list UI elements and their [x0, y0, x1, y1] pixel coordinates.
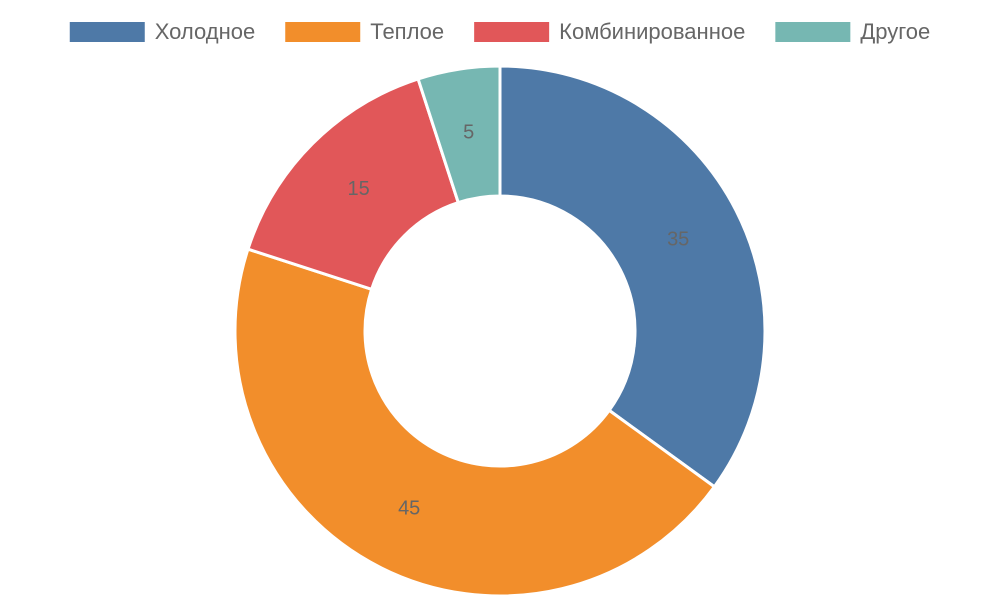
legend-swatch: [474, 22, 550, 42]
donut-slice: [416, 64, 502, 205]
legend-label: Холодное: [155, 19, 255, 44]
data-label: 35: [667, 228, 689, 250]
legend-label: Другое: [860, 19, 930, 44]
data-label: 5: [463, 122, 474, 144]
legend-label: Комбинированное: [559, 19, 745, 44]
legend-swatch: [775, 22, 851, 42]
data-label: 15: [347, 178, 369, 200]
legend-swatch: [69, 22, 145, 42]
legend-swatch: [285, 22, 361, 42]
legend-label: Теплое: [370, 19, 444, 44]
donut-slice: [246, 77, 461, 292]
data-label: 45: [398, 497, 420, 519]
donut-slice: [233, 247, 717, 598]
donut-slice: [498, 64, 767, 489]
